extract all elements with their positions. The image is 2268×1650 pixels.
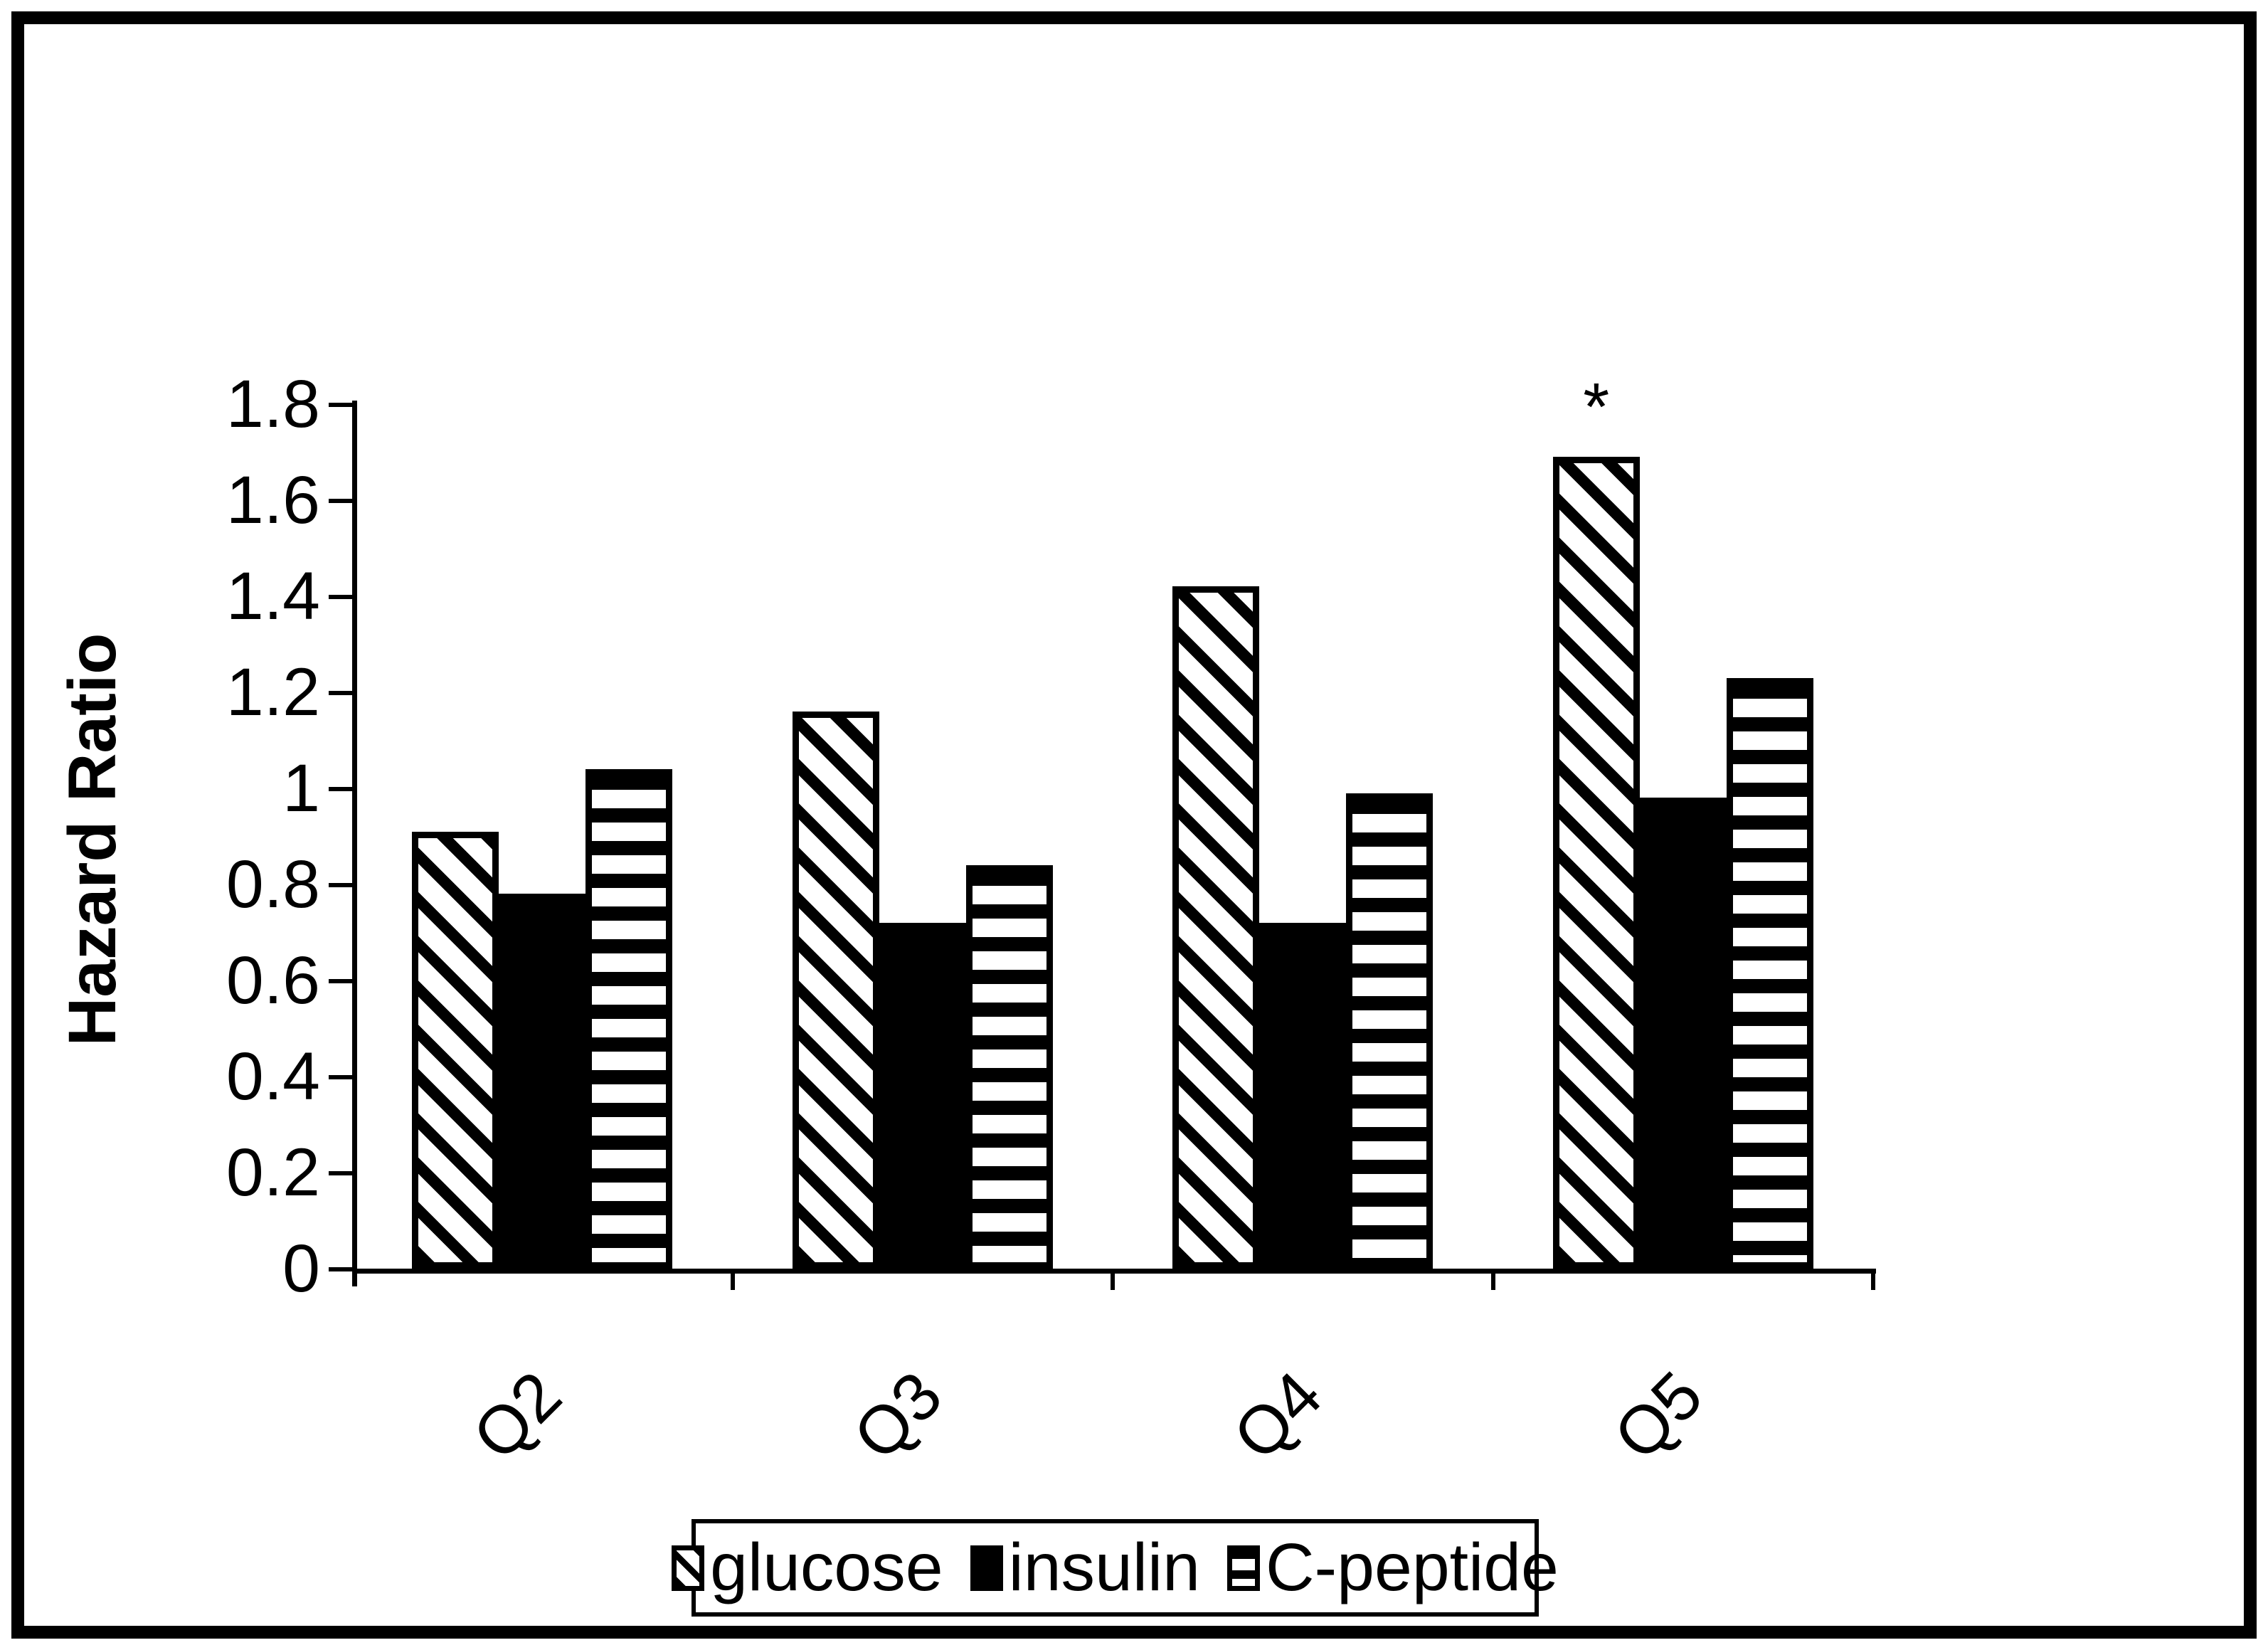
y-tick	[329, 979, 352, 983]
y-tick-label: 1.4	[226, 559, 320, 634]
bar-C-peptide-Q2	[585, 769, 672, 1269]
x-tick	[1490, 1269, 1495, 1290]
y-axis-line	[352, 401, 357, 1286]
y-tick-label: 0.8	[226, 847, 320, 922]
x-tick	[1111, 1269, 1115, 1290]
bar-insulin-Q4	[1259, 923, 1346, 1269]
bar-C-peptide-Q4	[1346, 793, 1433, 1269]
bar-C-peptide-Q3	[966, 865, 1053, 1269]
y-tick-label: 0	[282, 1231, 320, 1306]
y-tick	[329, 1267, 352, 1271]
y-tick-label: 1.8	[226, 366, 320, 442]
legend-item-insulin: insulin	[970, 1529, 1200, 1607]
y-tick	[329, 1075, 352, 1079]
legend-swatch-solid-black-icon	[970, 1545, 1003, 1591]
legend: glucose insulin C-peptide	[672, 1519, 1559, 1617]
y-tick-label: 1	[282, 751, 320, 826]
y-tick	[329, 883, 352, 887]
legend-swatch-horizontal-stripes-icon	[1226, 1545, 1260, 1591]
y-tick-label: 0.4	[226, 1039, 320, 1114]
legend-swatch-diagonal-stripes-icon	[672, 1545, 705, 1591]
x-tick	[1871, 1269, 1875, 1290]
y-tick-label: 1.2	[226, 655, 320, 730]
bar-insulin-Q5	[1640, 798, 1727, 1269]
y-tick	[329, 1171, 352, 1175]
figure-border	[11, 11, 2257, 1639]
legend-label-glucose: glucose	[710, 1530, 943, 1605]
bar-glucose-Q2	[412, 832, 499, 1269]
bar-insulin-Q2	[499, 894, 585, 1269]
bar-glucose-Q5	[1553, 457, 1640, 1269]
legend-label-C-peptide: C-peptide	[1265, 1530, 1559, 1605]
legend-label-insulin: insulin	[1008, 1530, 1200, 1605]
y-tick	[329, 691, 352, 695]
y-tick-label: 1.6	[226, 462, 320, 538]
legend-item-glucose: glucose	[672, 1529, 943, 1607]
bar-glucose-Q3	[793, 712, 879, 1269]
y-tick-label: 0.6	[226, 943, 320, 1018]
y-tick-label: 0.2	[226, 1135, 320, 1210]
bar-C-peptide-Q5	[1727, 678, 1813, 1269]
y-tick	[329, 595, 352, 599]
y-tick	[329, 403, 352, 407]
legend-item-C-peptide: C-peptide	[1226, 1529, 1559, 1607]
y-tick	[329, 787, 352, 791]
y-tick	[329, 499, 352, 503]
significance-asterisk: *	[1583, 369, 1610, 445]
x-tick	[730, 1269, 735, 1290]
bar-insulin-Q3	[879, 923, 966, 1269]
bar-glucose-Q4	[1172, 586, 1259, 1269]
y-axis-title: Hazard Ratio	[55, 633, 130, 1047]
